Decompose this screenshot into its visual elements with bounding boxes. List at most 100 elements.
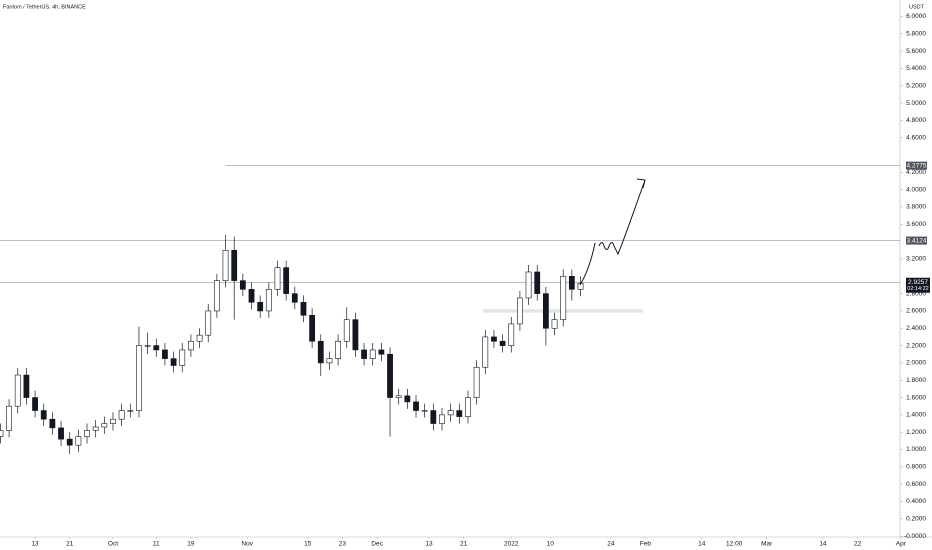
y-tick-label: 4.2000 — [906, 169, 926, 176]
candle-body — [421, 410, 428, 412]
y-tick-label: 0.2000 — [906, 516, 926, 523]
y-tick-label: 5.0000 — [906, 100, 926, 107]
x-tick-label: 22 — [854, 541, 862, 548]
candle-body — [213, 280, 220, 312]
x-tick-label: 21 — [460, 541, 468, 548]
y-tick-label: 3.8000 — [906, 204, 926, 211]
drawn-projection-arrow — [579, 178, 646, 286]
y-tick-label: 0.8000 — [906, 464, 926, 471]
candle-body — [196, 334, 203, 342]
x-tick-label: 23 — [339, 541, 347, 548]
last-price-label: 2.9257 — [908, 279, 928, 286]
x-tick-label: 24 — [607, 541, 615, 548]
candle-body — [430, 410, 437, 424]
candle-body — [491, 336, 497, 342]
candle-body — [75, 436, 82, 446]
x-tick-label: 2022 — [504, 541, 519, 548]
candle-body — [170, 358, 177, 366]
candle-body — [542, 293, 549, 329]
x-tick-label: 10 — [547, 541, 555, 548]
candle-body — [40, 410, 47, 420]
x-tick-label: 21 — [66, 541, 74, 548]
candle-body — [317, 340, 324, 364]
candle-body — [560, 275, 567, 320]
x-tick-label: Dec — [371, 541, 383, 548]
candle-body — [534, 271, 541, 294]
candle-body — [447, 410, 454, 416]
x-tick-label: 15 — [304, 541, 312, 548]
candle-body — [118, 410, 125, 420]
candle-body — [517, 297, 523, 325]
candle-body — [335, 340, 341, 359]
x-tick-label: Oct — [108, 541, 118, 548]
candle-body — [23, 374, 30, 398]
y-tick-label: 2.4000 — [906, 325, 926, 332]
candle-body — [162, 349, 168, 359]
y-tick-label: 5.2000 — [906, 82, 926, 89]
candle-body — [92, 426, 99, 431]
candle-body — [300, 301, 307, 316]
y-tick-label: 1.2000 — [906, 429, 926, 436]
y-tick-label: 2.8000 — [906, 290, 926, 297]
chart-title: Fantom / TetherUS, 4h, BINANCE — [3, 4, 86, 10]
candle-body — [352, 319, 359, 351]
y-tick-label: 1.0000 — [906, 446, 926, 453]
y-tick-label: 3.6000 — [906, 221, 926, 228]
y-tick-label: 4.6000 — [906, 134, 926, 141]
candle-body — [395, 395, 402, 398]
plot-area — [0, 165, 900, 454]
candle-body — [387, 353, 393, 398]
x-tick-label: 14 — [819, 541, 827, 548]
candle-body — [326, 358, 333, 364]
candle-body — [188, 340, 194, 351]
candle-body — [309, 314, 316, 342]
y-tick-label: 0.4000 — [906, 498, 926, 505]
x-tick-label: Feb — [640, 541, 652, 548]
level-label-box — [906, 161, 927, 170]
candle-body — [205, 310, 212, 336]
candle-body — [551, 319, 558, 329]
candle-body — [473, 366, 480, 398]
candle-body — [413, 401, 419, 411]
candle-body — [136, 345, 142, 411]
candle-body — [248, 288, 255, 303]
level-label: 3.4124 — [907, 237, 927, 244]
x-tick-label: 13 — [31, 541, 39, 548]
y-tick-label: 6.0000 — [906, 13, 926, 20]
candle-body — [66, 438, 73, 446]
x-tick-label: 19 — [187, 541, 195, 548]
x-tick-label: 13 — [425, 541, 433, 548]
candle-body — [508, 323, 515, 346]
candle-body — [49, 418, 56, 429]
y-tick-label: -0.0000 — [904, 533, 926, 540]
y-tick-label: 2.6000 — [906, 308, 926, 315]
candle-body — [482, 336, 489, 368]
y-tick-label: 5.8000 — [906, 30, 926, 37]
candle-body — [84, 430, 90, 437]
candle-body — [456, 410, 463, 417]
candle-body — [291, 293, 298, 303]
candle-body — [568, 275, 575, 290]
y-tick-label: 2.2000 — [906, 342, 926, 349]
candle-body — [32, 397, 38, 411]
countdown-label: 02:14:22 — [907, 286, 928, 292]
candle-body — [465, 397, 471, 417]
candle-body — [283, 267, 290, 294]
candle-body — [101, 423, 108, 428]
candle-body — [144, 345, 151, 347]
y-tick-label: 2.0000 — [906, 360, 926, 367]
candle-body — [404, 395, 411, 403]
candle-body — [343, 319, 350, 342]
y-tick-label: 1.6000 — [906, 394, 926, 401]
y-tick-label: 0.6000 — [906, 481, 926, 488]
x-tick-label: 11 — [153, 541, 160, 548]
level-label: 4.2775 — [907, 162, 927, 169]
candle-body — [6, 405, 12, 431]
y-tick-label: 5.6000 — [906, 48, 926, 55]
candle-body — [499, 340, 506, 346]
candle-body — [110, 418, 116, 424]
candle-body — [0, 430, 4, 437]
